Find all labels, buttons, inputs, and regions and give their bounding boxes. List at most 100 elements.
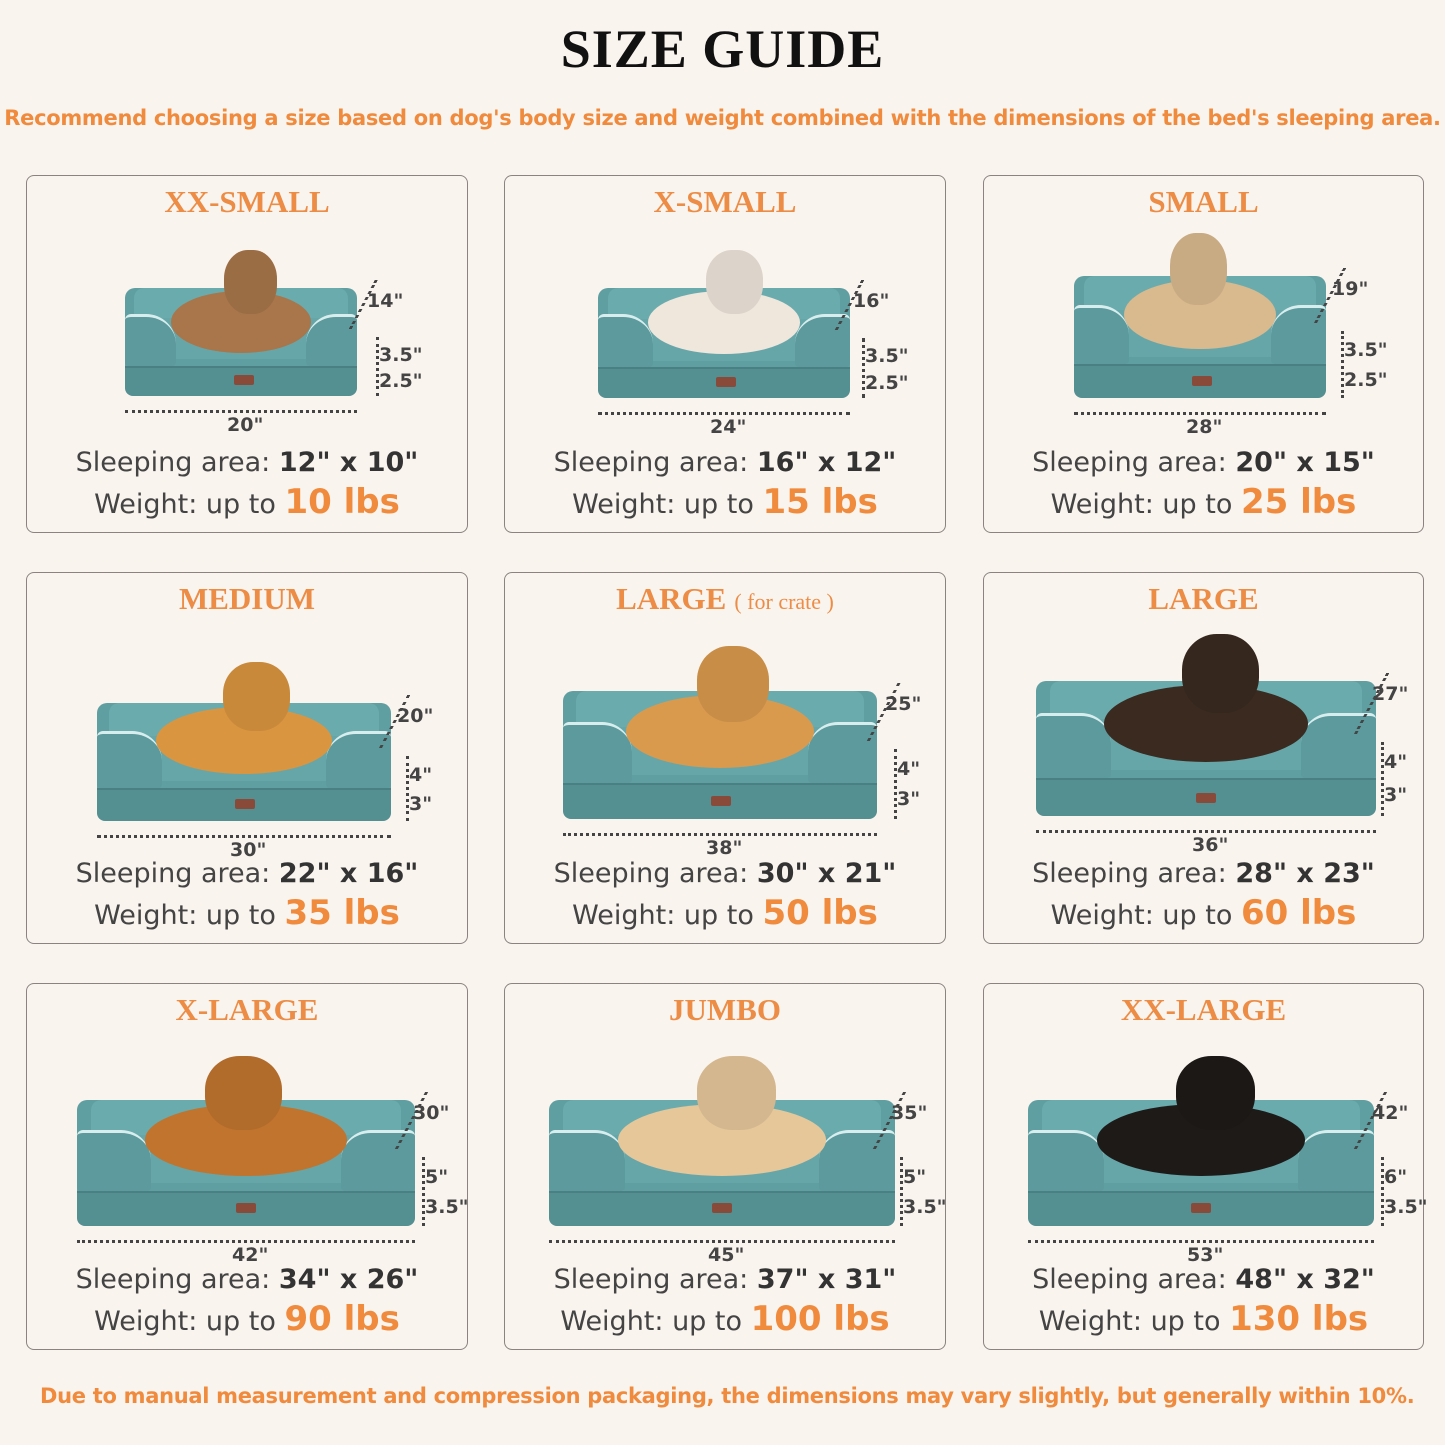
dog-image: [1124, 233, 1276, 350]
bolster-height-label: 3.5": [1344, 339, 1388, 362]
size-card-x-large: X-LARGE 30" 5" 3.5" 42" Sleeping area: 3…: [26, 983, 469, 1350]
bolster-left: [1074, 305, 1130, 364]
weight-label: Weight: up to: [572, 489, 754, 520]
width-dimension-line: [125, 410, 357, 413]
brand-tag-icon: [716, 377, 737, 387]
width-label: 30": [230, 839, 267, 861]
depth-label: 25": [885, 693, 922, 715]
sleeping-area: Sleeping area: 20" x 15": [984, 447, 1423, 478]
size-name: JUMBO: [669, 992, 781, 1027]
sleeping-area: Sleeping area: 37" x 31": [505, 1264, 945, 1295]
width-dimension-line: [598, 412, 850, 415]
bolster-right: [1301, 713, 1376, 779]
weight-label: Weight: up to: [94, 900, 276, 931]
size-card-medium: MEDIUM 20" 4" 3" 30" Sleeping area: 22" …: [26, 572, 468, 944]
brand-tag-icon: [711, 1203, 732, 1214]
weight-value: 50 lbs: [762, 893, 878, 933]
bolster-height-label: 3.5": [379, 344, 423, 367]
size-card-large: LARGE 27" 4" 3" 36" Sleeping area: 28" x…: [983, 572, 1424, 944]
size-card-large-crate: LARGE ( for crate ) 25" 4" 3" 38" Sleepin…: [504, 572, 946, 944]
brand-tag-icon: [1195, 792, 1216, 803]
sleeping-area: Sleeping area: 34" x 26": [27, 1264, 467, 1295]
height-dimension-line: [1341, 330, 1344, 398]
size-name: XX-LARGE: [1120, 992, 1287, 1027]
brand-tag-icon: [1190, 1203, 1211, 1214]
size-card-small: SMALL 19" 3.5" 2.5" 28" Sleeping area: 2…: [983, 175, 1424, 533]
weight-label: Weight: up to: [560, 1306, 743, 1337]
depth-label: 14": [367, 290, 404, 312]
size-card-jumbo: JUMBO 35" 5" 3.5" 45" Sleeping area: 37"…: [504, 983, 947, 1350]
sleeping-area-value: 37" x 31": [756, 1264, 897, 1295]
height-dimension-line: [1381, 741, 1384, 816]
page-title: SIZE GUIDE: [560, 19, 885, 79]
bolster-height-label: 4": [897, 757, 921, 780]
bolster-right: [305, 313, 357, 366]
sleeping-area-label: Sleeping area:: [553, 447, 749, 478]
size-name: MEDIUM: [178, 581, 316, 616]
base-height-label: 3": [409, 792, 433, 815]
size-title: LARGE: [984, 581, 1423, 617]
width-label: 36": [1192, 834, 1229, 856]
width-label: 28": [1186, 416, 1223, 438]
base-height-label: 3": [897, 788, 921, 811]
weight-value: 10 lbs: [284, 482, 400, 522]
sleeping-area-value: 20" x 15": [1235, 447, 1375, 478]
depth-label: 27": [1372, 683, 1409, 705]
bolster-right: [340, 1130, 415, 1191]
weight-label: Weight: up to: [94, 489, 276, 520]
size-card-x-small: X-SMALL 16" 3.5" 2.5" 24" Sleeping area:…: [504, 175, 946, 533]
size-title: LARGE ( for crate ): [505, 581, 945, 617]
height-dimension-line: [862, 337, 865, 398]
dog-image: [618, 1055, 826, 1176]
height-dimension-line: [422, 1156, 425, 1226]
sleeping-area-value: 16" x 12": [756, 447, 897, 478]
size-title: SMALL: [984, 184, 1423, 220]
weight-limit: Weight: up to 35 lbs: [27, 893, 467, 933]
size-title: XX-LARGE: [984, 992, 1423, 1028]
weight-value: 15 lbs: [762, 482, 878, 522]
depth-label: 20": [397, 705, 434, 727]
width-dimension-line: [563, 833, 877, 836]
bolster-height-label: 4": [1384, 751, 1408, 774]
bolster-height-label: 5": [903, 1165, 927, 1188]
sleeping-area-value: 28" x 23": [1235, 858, 1375, 889]
dog-image: [1097, 1055, 1305, 1176]
depth-label: 35": [891, 1102, 928, 1124]
width-dimension-line: [1074, 412, 1326, 415]
sleeping-area-label: Sleeping area:: [553, 858, 749, 889]
sleeping-area-label: Sleeping area:: [75, 858, 271, 889]
sleeping-area-value: 34" x 26": [278, 1264, 419, 1295]
weight-value: 35 lbs: [284, 893, 400, 933]
dog-image: [155, 661, 333, 774]
sleeping-area-label: Sleeping area:: [1032, 858, 1227, 889]
size-name: X-SMALL: [653, 184, 797, 219]
width-label: 45": [708, 1244, 745, 1266]
base-height-label: 2.5": [379, 370, 423, 393]
weight-value: 90 lbs: [284, 1299, 400, 1339]
base-height-label: 2.5": [865, 371, 909, 394]
brand-tag-icon: [1192, 375, 1213, 386]
width-dimension-line: [97, 835, 391, 838]
width-label: 53": [1187, 1244, 1224, 1266]
weight-limit: Weight: up to 60 lbs: [984, 893, 1423, 933]
size-name: X-LARGE: [175, 992, 319, 1027]
sleeping-area-value: 22" x 16": [278, 858, 419, 889]
brand-tag-icon: [235, 799, 256, 810]
dog-image: [625, 646, 815, 768]
sleeping-area: Sleeping area: 28" x 23": [984, 858, 1423, 889]
depth-label: 16": [853, 290, 890, 312]
weight-value: 60 lbs: [1240, 893, 1357, 933]
bolster-left: [598, 314, 654, 368]
bolster-left: [125, 313, 177, 366]
size-title: X-LARGE: [27, 992, 467, 1028]
height-dimension-line: [894, 748, 897, 819]
sleeping-area: Sleeping area: 12" x 10": [27, 447, 467, 478]
weight-label: Weight: up to: [1050, 900, 1233, 931]
size-note: ( for crate ): [734, 589, 834, 614]
height-dimension-line: [376, 336, 379, 396]
width-dimension-line: [77, 1240, 415, 1243]
size-name: SMALL: [1148, 184, 1259, 219]
weight-value: 130 lbs: [1229, 1299, 1369, 1339]
height-dimension-line: [900, 1156, 903, 1226]
weight-value: 100 lbs: [750, 1299, 890, 1339]
